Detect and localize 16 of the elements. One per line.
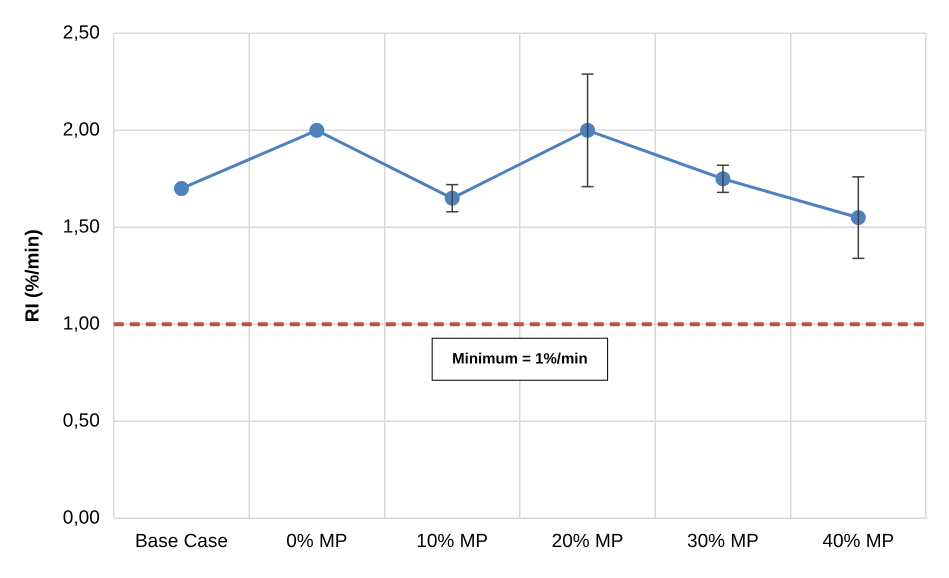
- y-axis-title: RI (%/min): [22, 229, 44, 322]
- y-tick-label: 1,50: [62, 216, 100, 238]
- point: [309, 122, 324, 138]
- y-tick-label: 1,00: [62, 314, 100, 335]
- point: [174, 181, 189, 196]
- x-tick-label: 10% MP: [416, 530, 488, 552]
- y-tick-label: 0,00: [62, 507, 100, 528]
- ref-line-label: Minimum = 1%/min: [452, 350, 588, 368]
- x-tick-label: 30% MP: [687, 530, 759, 552]
- x-tick-label: Base Case: [134, 530, 228, 552]
- y-tick-label: 2,50: [62, 22, 100, 44]
- x-tick-label: 40% MP: [822, 530, 894, 552]
- x-tick-label: 20% MP: [552, 530, 624, 552]
- y-tick-label: 0,50: [62, 410, 100, 432]
- x-tick-label: 0% MP: [286, 530, 348, 552]
- y-tick-label: 2,00: [62, 120, 100, 141]
